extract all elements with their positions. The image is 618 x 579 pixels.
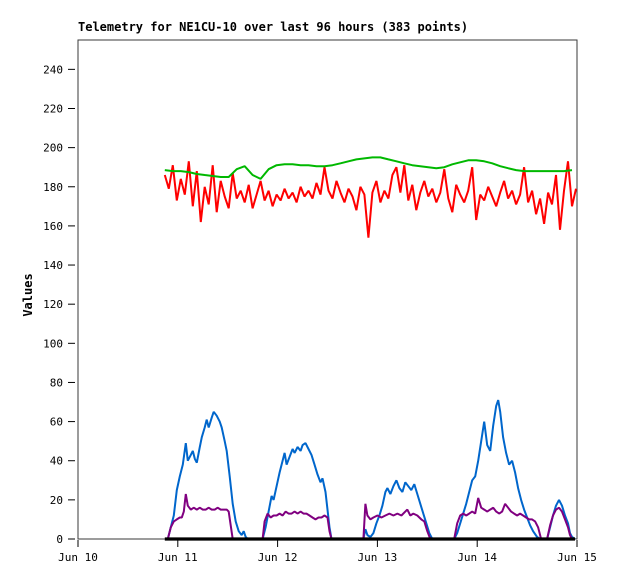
- series-green-smooth: [164, 156, 573, 180]
- y-tick-label: 140: [43, 259, 63, 272]
- plot-frame: [77, 39, 578, 540]
- series-purple-daily: [453, 497, 543, 540]
- x-tick-label: Jun 12: [258, 551, 298, 564]
- x-tick-label: Jun 10: [58, 551, 98, 564]
- y-tick-label: 20: [50, 494, 63, 507]
- y-tick-label: 80: [50, 376, 63, 389]
- series-purple-daily: [166, 493, 234, 540]
- series-red-noisy: [163, 161, 577, 238]
- y-tick-label: 220: [43, 102, 63, 115]
- x-tick-label: Jun 13: [358, 551, 398, 564]
- y-tick-label: 160: [43, 220, 63, 233]
- x-tick-label: Jun 15: [557, 551, 597, 564]
- y-tick-label: 100: [43, 337, 63, 350]
- y-tick-label: 240: [43, 63, 63, 76]
- series-purple-daily: [362, 503, 432, 540]
- series-purple-daily: [261, 510, 333, 540]
- y-tick-label: 40: [50, 455, 63, 468]
- y-tick-label: 60: [50, 416, 63, 429]
- series-blue-daily: [453, 399, 541, 540]
- y-tick-label: 200: [43, 142, 63, 155]
- series-blue-daily: [362, 479, 434, 540]
- y-tick-label: 180: [43, 181, 63, 194]
- chart-title: Telemetry for NE1CU-10 over last 96 hour…: [78, 20, 469, 34]
- x-tick-label: Jun 11: [158, 551, 198, 564]
- x-tick-label: Jun 14: [457, 551, 497, 564]
- series-purple-daily: [546, 506, 575, 540]
- y-tick-label: 120: [43, 298, 63, 311]
- series-blue-daily: [261, 442, 333, 540]
- y-tick-label: 0: [56, 533, 63, 546]
- series-blue-daily: [166, 411, 249, 540]
